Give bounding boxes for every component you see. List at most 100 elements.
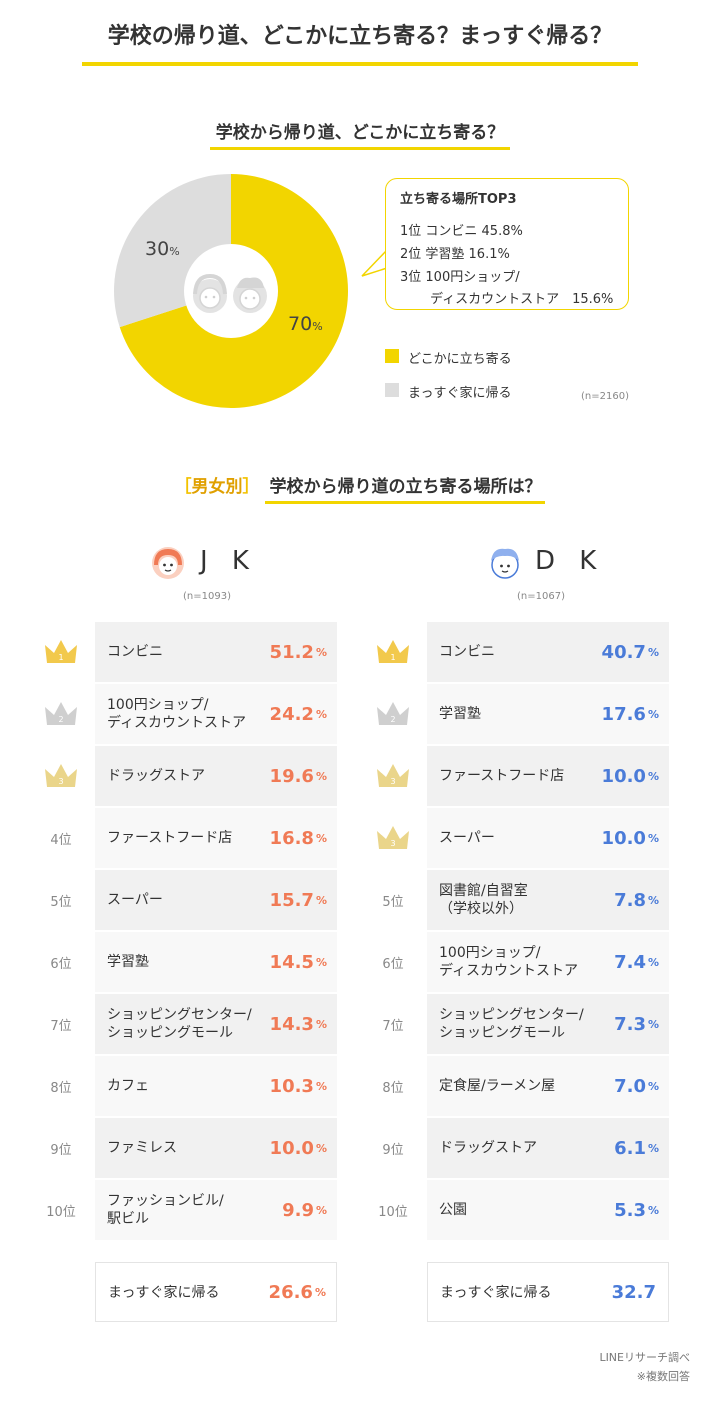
jk-rank-row: 3 ドラッグストア 19.6% (0, 746, 720, 808)
pie-label-stop-num: 70 (288, 313, 313, 335)
jk-rank-row: 4位 ファーストフード店 16.8% (0, 808, 720, 870)
dk-row-background (427, 808, 669, 868)
jk-percent-unit: % (315, 1017, 327, 1031)
dk-percent-unit: % (647, 831, 659, 845)
dk-percent-unit: % (647, 1141, 659, 1155)
jk-row-background (95, 622, 337, 682)
jk-percent-number: 15.7 (269, 889, 314, 911)
jk-row-background (95, 1056, 337, 1116)
crown-icon: 1 (363, 622, 423, 682)
dk-percent-value: 40.7% (577, 622, 659, 682)
callout-line: 3位 100円ショップ/ (400, 270, 520, 285)
section-title-text: 学校から帰り道の立ち寄る場所は？ (265, 477, 546, 504)
legend-label-home: まっすぐ家に帰る (408, 386, 512, 401)
source-note: LINEリサーチ調べ (599, 1351, 690, 1364)
jk-percent-number: 51.2 (269, 641, 314, 663)
dk-percent-number: 7.3 (614, 1013, 646, 1035)
callout-line: 2位 学習塾 16.1% (400, 247, 510, 262)
dk-percent-unit: % (647, 645, 659, 659)
pie-label-stop-unit: % (312, 320, 323, 333)
dk-percent-number: 10.0 (601, 827, 646, 849)
dk-percent-value: 17.6% (577, 684, 659, 744)
dk-rank-label: 7位 (382, 1018, 404, 1034)
dk-row-background (427, 622, 669, 682)
jk-percent-number: 9.9 (282, 1199, 314, 1221)
dk-place-name: コンビニ (439, 644, 495, 660)
pie-label-home-unit: % (169, 245, 180, 258)
dk-rank-row: 10位 公園 5.3% (0, 1180, 720, 1242)
jk-row-background (95, 870, 337, 930)
dk-percent-value: 5.3% (577, 1180, 659, 1240)
dk-percent-number: 6.1 (614, 1137, 646, 1159)
jk-percent-value: 10.3% (245, 1056, 327, 1116)
jk-rank-row: 2 100円ショップ/ ディスカウントストア 24.2% (0, 684, 720, 746)
multi-answer-note: ※複数回答 (636, 1370, 690, 1383)
jk-row-background (95, 1180, 337, 1240)
dk-rank-row: 8位 定食屋/ラーメン屋 7.0% (0, 1056, 720, 1118)
jk-place-name: カフェ (107, 1078, 149, 1094)
jk-place-name: 学習塾 (107, 954, 149, 970)
crown-icon: 3 (363, 746, 423, 806)
jk-place-name: ドラッグストア (107, 768, 205, 784)
dk-row-background (427, 870, 669, 930)
dk-rank-row: 1 コンビニ 40.7% (0, 622, 720, 684)
dk-rank-label: 6位 (382, 956, 404, 972)
dk-percent-number: 7.8 (614, 889, 646, 911)
jk-place-name: ファッションビル/ 駅ビル (107, 1193, 224, 1227)
crown-icon: 1 (31, 622, 91, 682)
dk-heading: D K (535, 546, 605, 576)
jk-percent-number: 19.6 (269, 765, 314, 787)
jk-percent-number: 14.3 (269, 1013, 314, 1035)
jk-percent-value: 10.0% (245, 1118, 327, 1178)
pie-sample-size: (n=2160) (581, 391, 629, 402)
dk-percent-value: 10.0% (577, 746, 659, 806)
dk-rank-label: 9位 (382, 1142, 404, 1158)
dk-percent-value: 7.4% (577, 932, 659, 992)
jk-place-name: スーパー (107, 892, 163, 908)
dk-row-background (427, 1056, 669, 1116)
jk-row-background (95, 808, 337, 868)
dk-rank-label: 8位 (382, 1080, 404, 1096)
dk-percent-number: 17.6 (601, 703, 646, 725)
dk-rank-row: 5位 図書館/自習室 （学校以外） 7.8% (0, 870, 720, 932)
dk-home-value: 32.7 (611, 1281, 656, 1303)
dk-percent-number: 7.0 (614, 1075, 646, 1097)
boy-avatar-icon (491, 548, 519, 579)
dk-place-name: 定食屋/ラーメン屋 (439, 1078, 556, 1094)
boy-face-icon (233, 277, 267, 313)
jk-percent-number: 10.3 (269, 1075, 314, 1097)
jk-rank-row: 10位 ファッションビル/ 駅ビル 9.9% (0, 1180, 720, 1242)
legend-swatch-stop (385, 349, 399, 363)
dk-row-background (427, 994, 669, 1054)
jk-percent-unit: % (315, 707, 327, 721)
jk-rank-label: 5位 (50, 894, 72, 910)
dk-percent-value: 7.8% (577, 870, 659, 930)
jk-rank-row: 6位 学習塾 14.5% (0, 932, 720, 994)
dk-home-box: まっすぐ家に帰る 32.7 (427, 1262, 669, 1322)
dk-place-name: ドラッグストア (439, 1140, 537, 1156)
section-sex-label: 男女別 (191, 477, 243, 497)
jk-rank-row: 8位 カフェ 10.3% (0, 1056, 720, 1118)
jk-row-background (95, 684, 337, 744)
jk-percent-value: 51.2% (245, 622, 327, 682)
pie-label-home-num: 30 (145, 238, 170, 260)
jk-place-name: ファミレス (107, 1140, 177, 1156)
dk-place-name: 公園 (439, 1202, 467, 1218)
jk-percent-number: 14.5 (269, 951, 314, 973)
jk-percent-unit: % (315, 645, 327, 659)
dk-percent-unit: % (647, 1203, 659, 1217)
dk-percent-number: 7.4 (614, 951, 646, 973)
title-underline (82, 62, 638, 66)
callout-title: 立ち寄る場所TOP3 (400, 192, 517, 207)
dk-rank-row: 3 ファーストフード店 10.0% (0, 746, 720, 808)
jk-percent-unit: % (315, 769, 327, 783)
dk-percent-unit: % (647, 955, 659, 969)
jk-percent-number: 10.0 (269, 1137, 314, 1159)
section-title: ［男女別］ 学校から帰り道の立ち寄る場所は？ (0, 472, 720, 504)
top3-callout (385, 178, 629, 310)
dk-percent-number: 10.0 (601, 765, 646, 787)
dk-rank-label: 10位 (378, 1204, 408, 1220)
dk-rank-row: 9位 ドラッグストア 6.1% (0, 1118, 720, 1180)
dk-place-name: 学習塾 (439, 706, 481, 722)
jk-percent-unit: % (315, 831, 327, 845)
